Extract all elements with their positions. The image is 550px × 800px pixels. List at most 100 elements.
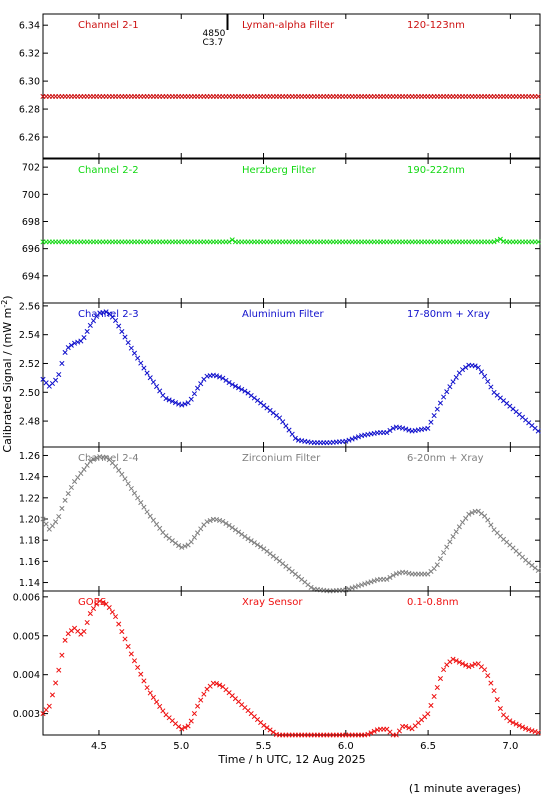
data-point-stroke-b [220, 375, 226, 381]
data-point-stroke-b [128, 345, 134, 351]
data-point-stroke-b [157, 525, 163, 531]
data-point-stroke-b [371, 728, 377, 734]
data-point-stroke-b [349, 585, 355, 591]
data-point-stroke-b [56, 371, 62, 378]
data-point-stroke-b [497, 236, 503, 242]
data-point-stroke-b [371, 578, 377, 584]
data-point-stroke-b [500, 536, 507, 542]
panel-filter-label: Aluminium Filter [242, 309, 325, 320]
data-point-stroke-b [497, 705, 503, 712]
data-point-stroke-b [482, 667, 488, 673]
data-point-stroke-b [106, 604, 112, 611]
data-point-stroke-b [441, 394, 447, 400]
data-point-stroke-b [232, 696, 238, 702]
y-tick-label: 6.34 [19, 21, 40, 32]
data-point [125, 643, 131, 650]
data-point-stroke-b [97, 598, 103, 604]
data-point-stroke-b [131, 490, 138, 496]
data-point [109, 609, 115, 615]
series [40, 598, 541, 738]
data-point-stroke-b [163, 712, 169, 718]
data-point-stroke-b [384, 726, 390, 732]
data-point-stroke-b [229, 237, 235, 243]
data-point [94, 455, 100, 461]
data-point-stroke-b [463, 662, 469, 668]
data-point [491, 239, 497, 245]
data-point-stroke-b [441, 667, 447, 673]
data-point-stroke-b [384, 576, 390, 582]
data-point-stroke-b [56, 513, 62, 520]
data-point [349, 436, 355, 442]
data-point-stroke-b [71, 340, 78, 346]
data-point-stroke-b [513, 409, 519, 415]
data-point-stroke-b [251, 714, 257, 720]
data-point-stroke-b [393, 732, 399, 738]
data-point [172, 400, 179, 406]
data-point-stroke-b [343, 438, 349, 444]
data-point-stroke-b [261, 546, 267, 552]
x-tick-label: 5.0 [173, 741, 189, 752]
data-point [485, 673, 491, 679]
data-point-stroke-b [141, 365, 147, 371]
y-tick-label: 6.26 [19, 133, 40, 144]
data-point [478, 369, 484, 375]
data-point [447, 539, 453, 545]
data-point-stroke-b [217, 517, 223, 523]
data-point [242, 388, 248, 394]
data-point [425, 425, 431, 431]
data-point-stroke-b [362, 732, 368, 738]
data-point-stroke-b [81, 466, 87, 472]
data-point-stroke-b [251, 395, 257, 401]
data-point [535, 567, 541, 574]
data-point [78, 470, 84, 477]
data-point [267, 727, 273, 733]
data-point [138, 499, 144, 506]
data-point-stroke-b [516, 723, 522, 729]
panel-filter-label: Lyman-alpha Filter [242, 20, 335, 31]
data-point-stroke-b [242, 388, 248, 394]
data-point [456, 524, 462, 530]
data-point-stroke-b [277, 415, 283, 421]
data-point [191, 391, 197, 397]
data-point-stroke-b [302, 579, 308, 585]
data-point [71, 340, 78, 346]
data-point-stroke-b [176, 401, 182, 407]
y-tick-label: 2.52 [19, 359, 40, 370]
data-point-stroke-b [261, 722, 267, 729]
data-point [453, 658, 459, 664]
data-point [53, 680, 59, 686]
data-point [46, 703, 52, 709]
data-point-stroke-b [526, 420, 532, 426]
data-point [122, 476, 128, 482]
data-point-stroke-b [144, 509, 150, 515]
data-point [144, 685, 150, 691]
data-point-stroke-b [466, 664, 472, 670]
data-point [182, 543, 188, 549]
data-point-stroke-b [475, 661, 481, 667]
data-point [103, 454, 109, 461]
data-point [232, 527, 238, 533]
data-point [450, 379, 456, 385]
data-point-stroke-b [295, 574, 302, 580]
data-point [226, 380, 232, 386]
data-point-stroke-b [166, 397, 172, 403]
data-point-stroke-b [131, 350, 138, 356]
data-point-stroke-b [346, 586, 352, 592]
data-point-stroke-b [87, 322, 93, 328]
data-point [217, 517, 223, 523]
data-point-stroke-b [78, 470, 84, 477]
data-point-stroke-b [191, 534, 197, 540]
data-point-stroke-b [396, 570, 402, 576]
data-point [248, 538, 254, 544]
data-point-stroke-b [270, 729, 276, 735]
data-point [201, 691, 207, 697]
data-point-stroke-b [387, 729, 393, 735]
data-point [188, 718, 194, 724]
data-point [138, 360, 144, 366]
data-point [147, 690, 153, 696]
y-tick-label: 6.32 [19, 49, 40, 60]
data-point-stroke-b [182, 401, 188, 407]
data-point-stroke-b [277, 558, 283, 564]
data-point-stroke-b [232, 383, 238, 389]
data-point [352, 435, 358, 441]
